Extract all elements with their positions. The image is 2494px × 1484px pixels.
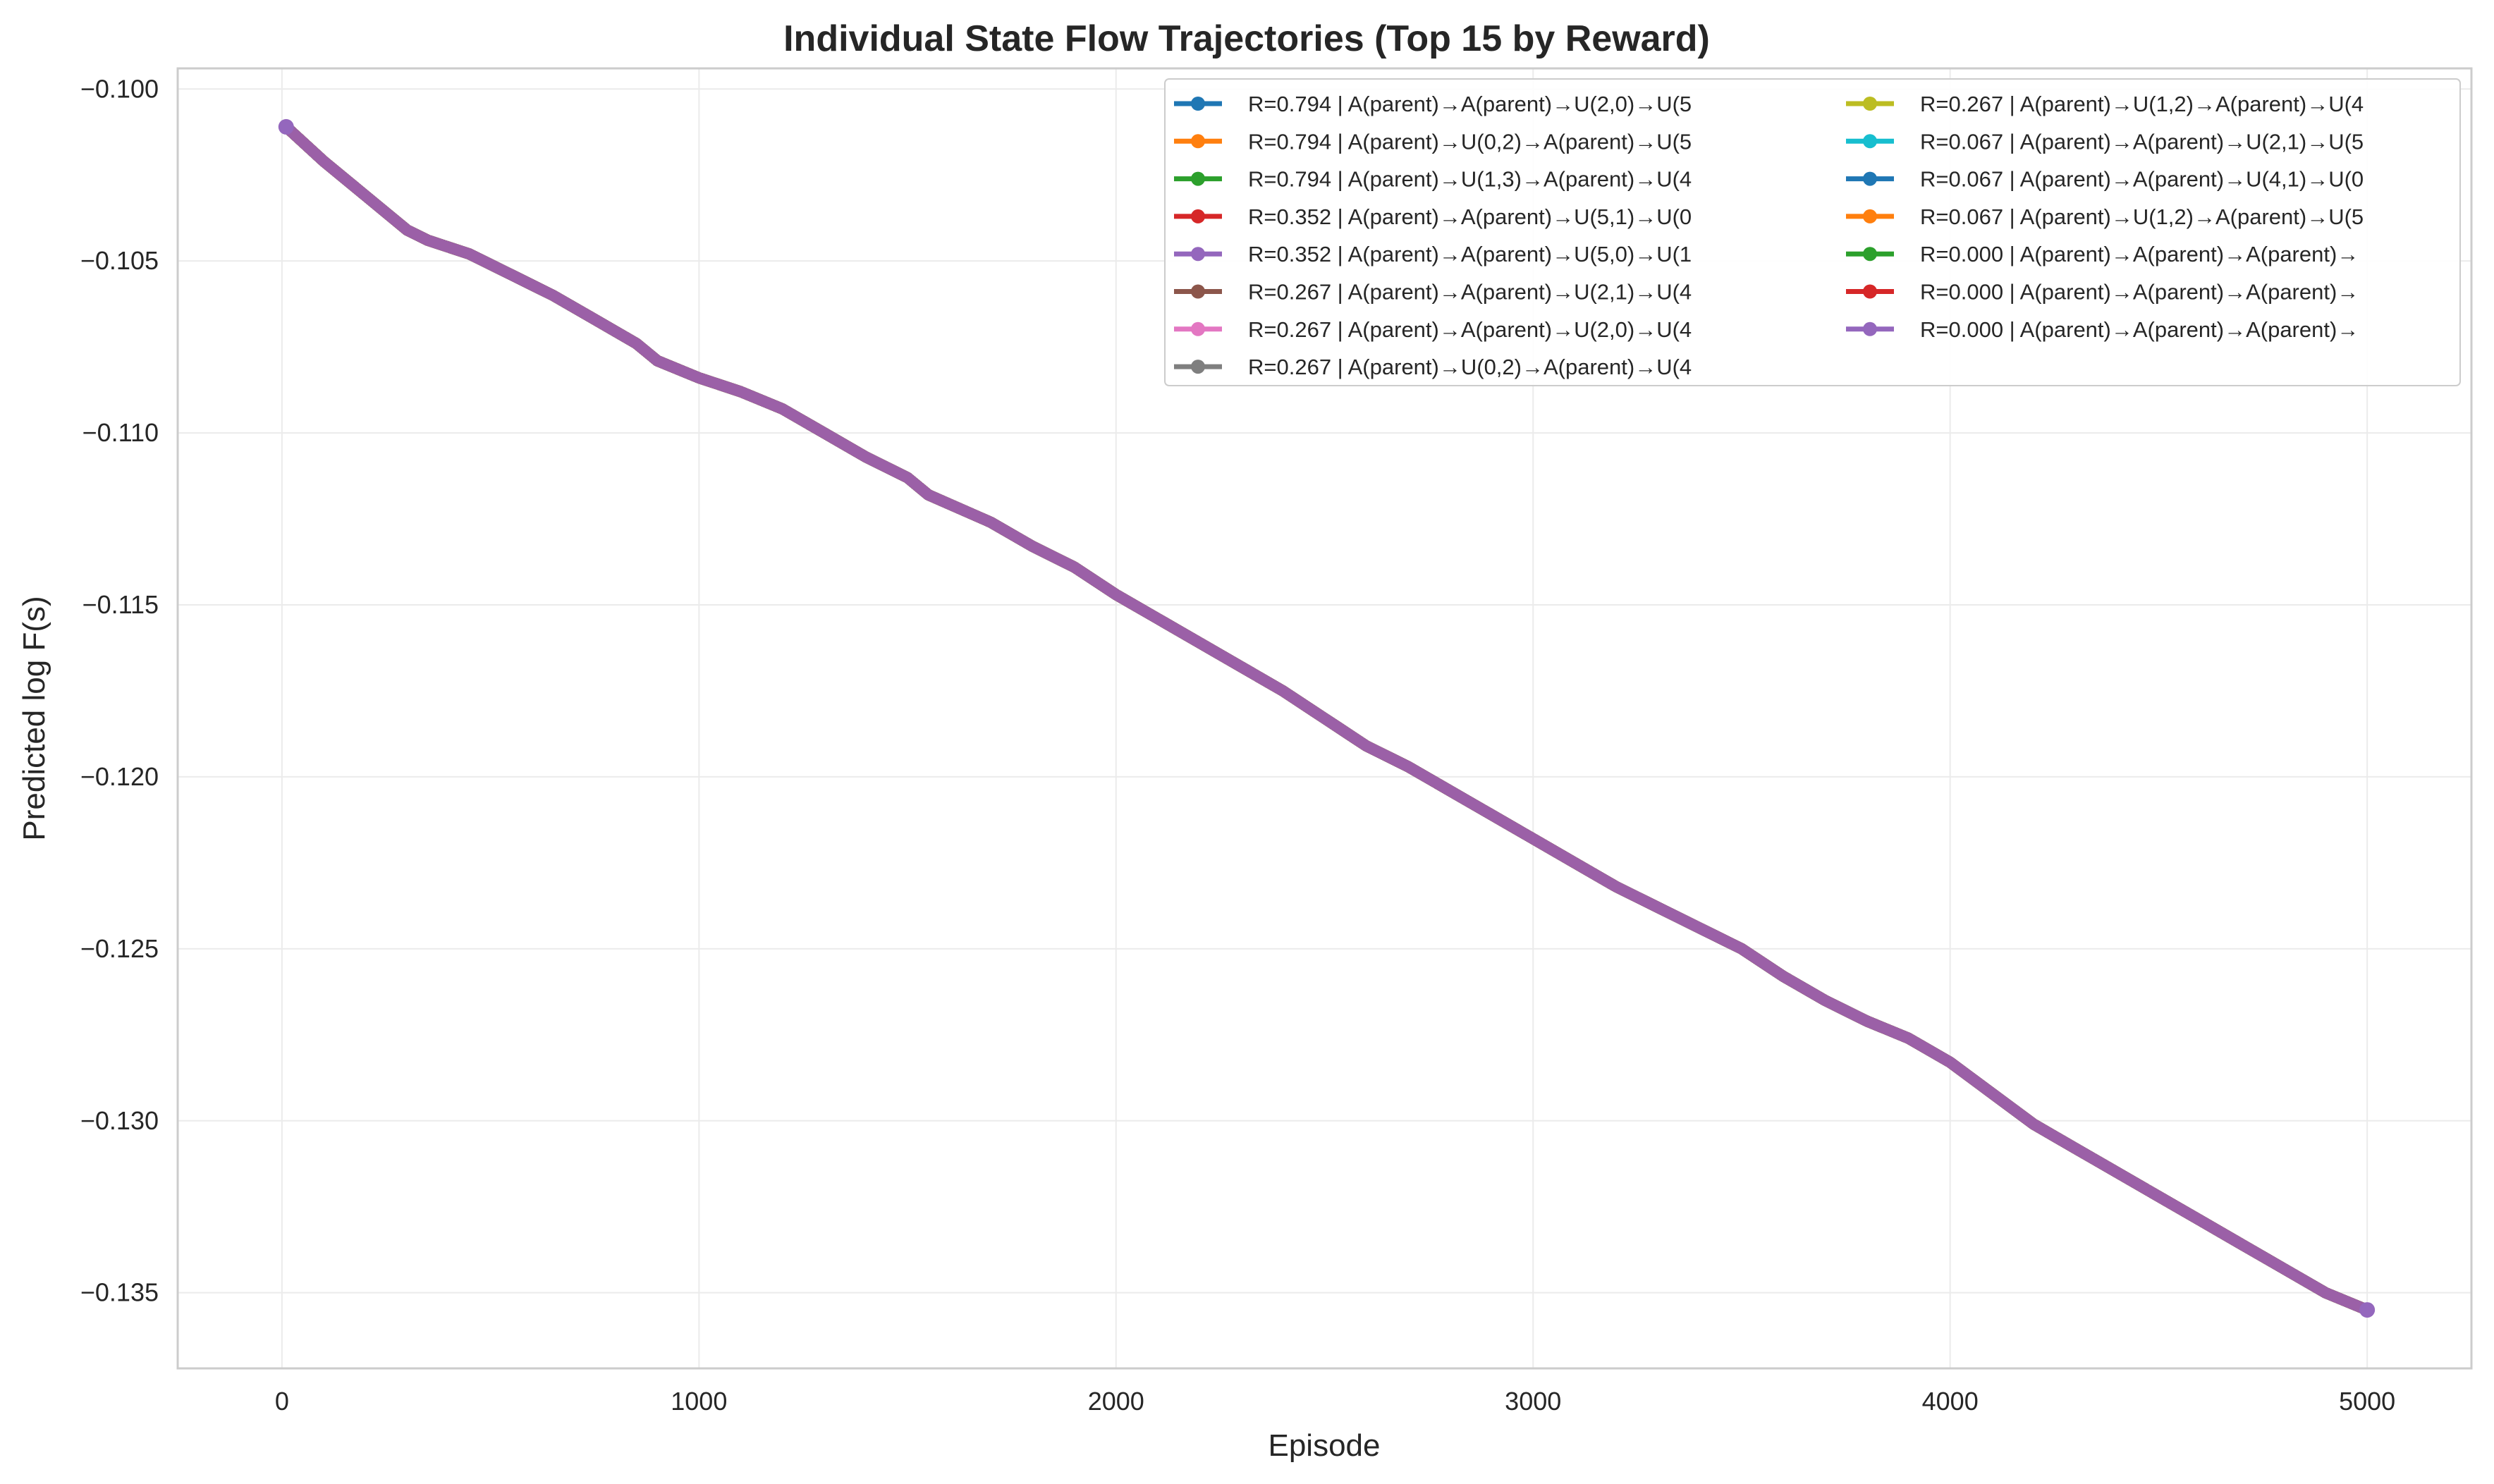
- legend-label: R=0.794 | A(parent)→A(parent)→U(2,0)→U(5: [1248, 92, 1692, 116]
- legend-marker: [1191, 209, 1205, 223]
- legend-marker: [1191, 97, 1205, 111]
- x-tick-label: 0: [275, 1387, 289, 1416]
- x-tick-label: 4000: [1922, 1387, 1979, 1416]
- x-axis-ticks: 0 1000 2000 3000 4000 5000: [275, 1387, 2395, 1416]
- legend-marker: [1863, 247, 1877, 262]
- y-tick-label: −0.100: [80, 74, 159, 103]
- x-tick-label: 2000: [1088, 1387, 1144, 1416]
- legend-item: R=0.267 | A(parent)→U(0,2)→A(parent)→U(4: [1174, 355, 1692, 379]
- legend-label: R=0.267 | A(parent)→A(parent)→U(2,1)→U(4: [1248, 280, 1692, 305]
- legend-label: R=0.067 | A(parent)→A(parent)→U(4,1)→U(0: [1920, 167, 2364, 192]
- legend-item: R=0.794 | A(parent)→U(0,2)→A(parent)→U(5: [1174, 129, 1692, 154]
- legend-label: R=0.352 | A(parent)→A(parent)→U(5,1)→U(0: [1248, 204, 1692, 229]
- legend-label: R=0.000 | A(parent)→A(parent)→A(parent)→: [1920, 242, 2359, 266]
- legend-marker: [1191, 321, 1205, 336]
- data-point: [278, 118, 294, 135]
- legend-label: R=0.267 | A(parent)→A(parent)→U(2,0)→U(4: [1248, 317, 1692, 342]
- chart-title: Individual State Flow Trajectories (Top …: [783, 18, 1710, 59]
- y-tick-label: −0.135: [80, 1278, 159, 1307]
- legend-label: R=0.267 | A(parent)→U(0,2)→A(parent)→U(4: [1248, 355, 1692, 379]
- y-tick-label: −0.110: [82, 418, 159, 447]
- legend-marker: [1863, 97, 1877, 111]
- legend: R=0.794 | A(parent)→A(parent)→U(2,0)→U(5…: [1164, 78, 2461, 386]
- y-tick-label: −0.105: [80, 246, 159, 275]
- y-tick-label: −0.115: [82, 590, 159, 619]
- legend-label: R=0.794 | A(parent)→U(1,3)→A(parent)→U(4: [1248, 167, 1692, 192]
- series-line-15: [280, 121, 2373, 1316]
- legend-item: R=0.794 | A(parent)→A(parent)→U(2,0)→U(5: [1174, 92, 1692, 116]
- legend-label: R=0.352 | A(parent)→A(parent)→U(5,0)→U(1: [1248, 242, 1692, 266]
- x-axis-label: Episode: [1268, 1428, 1380, 1463]
- legend-item: R=0.352 | A(parent)→A(parent)→U(5,1)→U(0: [1174, 204, 1692, 229]
- legend-item: R=0.000 | A(parent)→A(parent)→A(parent)→: [1846, 242, 2359, 266]
- y-tick-label: −0.130: [80, 1106, 159, 1135]
- legend-item: R=0.067 | A(parent)→A(parent)→U(4,1)→U(0: [1846, 167, 2364, 192]
- legend-label: R=0.000 | A(parent)→A(parent)→A(parent)→: [1920, 280, 2359, 305]
- legend-label: R=0.067 | A(parent)→A(parent)→U(2,1)→U(5: [1920, 129, 2364, 154]
- legend-item: R=0.794 | A(parent)→U(1,3)→A(parent)→U(4: [1174, 167, 1692, 192]
- legend-item: R=0.000 | A(parent)→A(parent)→A(parent)→: [1846, 317, 2359, 342]
- legend-label: R=0.067 | A(parent)→U(1,2)→A(parent)→U(5: [1920, 204, 2364, 229]
- legend-item: R=0.067 | A(parent)→U(1,2)→A(parent)→U(5: [1846, 204, 2364, 229]
- legend-marker: [1191, 360, 1205, 374]
- legend-marker: [1863, 209, 1877, 223]
- y-axis-label: Predicted log F(s): [17, 596, 51, 840]
- legend-marker: [1863, 171, 1877, 186]
- legend-marker: [1191, 171, 1205, 186]
- plot-area-frame: [176, 67, 2473, 1370]
- legend-item: R=0.267 | A(parent)→U(1,2)→A(parent)→U(4: [1846, 92, 2364, 116]
- legend-marker: [1863, 321, 1877, 336]
- legend-box: [1164, 78, 2461, 386]
- legend-marker: [1863, 134, 1877, 149]
- x-tick-label: 3000: [1505, 1387, 1561, 1416]
- x-tick-label: 1000: [671, 1387, 727, 1416]
- legend-label: R=0.267 | A(parent)→U(1,2)→A(parent)→U(4: [1920, 92, 2364, 116]
- legend-item: R=0.000 | A(parent)→A(parent)→A(parent)→: [1846, 280, 2359, 305]
- series-lines: [278, 118, 2376, 1318]
- y-axis-ticks: −0.100 −0.105 −0.110 −0.115 −0.120 −0.125 −0.1…: [80, 74, 159, 1306]
- legend-item: R=0.267 | A(parent)→A(parent)→U(2,0)→U(4: [1174, 317, 1692, 342]
- data-point: [2359, 1302, 2376, 1318]
- legend-label: R=0.794 | A(parent)→U(0,2)→A(parent)→U(5: [1248, 129, 1692, 154]
- legend-marker: [1863, 284, 1877, 299]
- y-tick-label: −0.120: [80, 762, 159, 791]
- x-tick-label: 5000: [2339, 1387, 2395, 1416]
- legend-label: R=0.000 | A(parent)→A(parent)→A(parent)→: [1920, 317, 2359, 342]
- legend-marker: [1191, 247, 1205, 262]
- legend-marker: [1191, 284, 1205, 299]
- legend-item: R=0.067 | A(parent)→A(parent)→U(2,1)→U(5: [1846, 129, 2364, 154]
- legend-item: R=0.267 | A(parent)→A(parent)→U(2,1)→U(4: [1174, 280, 1692, 305]
- y-tick-label: −0.125: [80, 934, 159, 963]
- legend-item: R=0.352 | A(parent)→A(parent)→U(5,0)→U(1: [1174, 242, 1692, 266]
- legend-marker: [1191, 134, 1205, 149]
